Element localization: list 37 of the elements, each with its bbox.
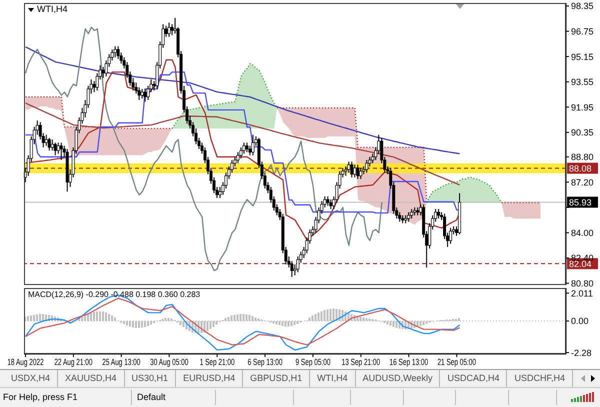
- y-tick-label: 0.00: [571, 316, 589, 326]
- x-tick-label: 25 Aug 13:00: [102, 356, 141, 368]
- ref-line-label: 88.08: [569, 163, 592, 174]
- y-tick-label: -2.28: [571, 348, 592, 358]
- category-label: XAUUSD,H4: [58, 370, 125, 387]
- y-tick-label: 84.00: [571, 228, 594, 238]
- x-tick-label: 18 Aug 2022: [7, 356, 44, 368]
- x-tick-label: 6 Sep 13:00: [248, 356, 284, 368]
- x-tick-label: 22 Aug 21:00: [54, 356, 93, 368]
- category-label: AUDUSD,Weekly: [356, 370, 440, 387]
- y-tick-label: 80.80: [571, 278, 594, 288]
- y-tick-label: 88.80: [571, 152, 594, 162]
- category-label: USDX,H4: [4, 370, 58, 387]
- y-tick-label: 95.15: [571, 52, 594, 62]
- category-label: USDCHF,H4: [507, 370, 573, 387]
- x-tick-label: 1 Sep 21:00: [200, 356, 236, 368]
- text: Default: [137, 392, 166, 402]
- category-label: USDCAD,H4: [440, 370, 508, 387]
- y-tick-label: 87.20: [571, 177, 594, 188]
- y-tick-label: 96.75: [571, 26, 594, 36]
- x-tick-label: 21 Sep 05:00: [437, 356, 476, 368]
- y-tick-label: 91.95: [571, 102, 594, 112]
- x-tick-label: 30 Aug 05:00: [150, 356, 189, 368]
- y-tick-label: 90.35: [571, 128, 594, 138]
- category-label: EURUSD,H4: [176, 370, 244, 387]
- y-tick-label: 93.55: [571, 77, 594, 88]
- category-label: US30,H1: [124, 370, 176, 387]
- x-tick-label: 13 Sep 21:00: [342, 356, 381, 368]
- category-label: WTI,H4: [310, 370, 356, 387]
- y-tick-label: 98.35: [571, 1, 594, 12]
- chart-title: WTI,H4: [37, 4, 68, 15]
- category-label: GBPUSD,H1: [243, 370, 310, 387]
- x-tick-label: 9 Sep 05:00: [296, 356, 331, 368]
- x-tick-label: 16 Sep 13:00: [390, 356, 429, 368]
- y-tick-label: 2.011: [571, 288, 593, 298]
- text: For Help, press F1: [3, 392, 78, 402]
- ref-line-label: 85.93: [569, 197, 592, 208]
